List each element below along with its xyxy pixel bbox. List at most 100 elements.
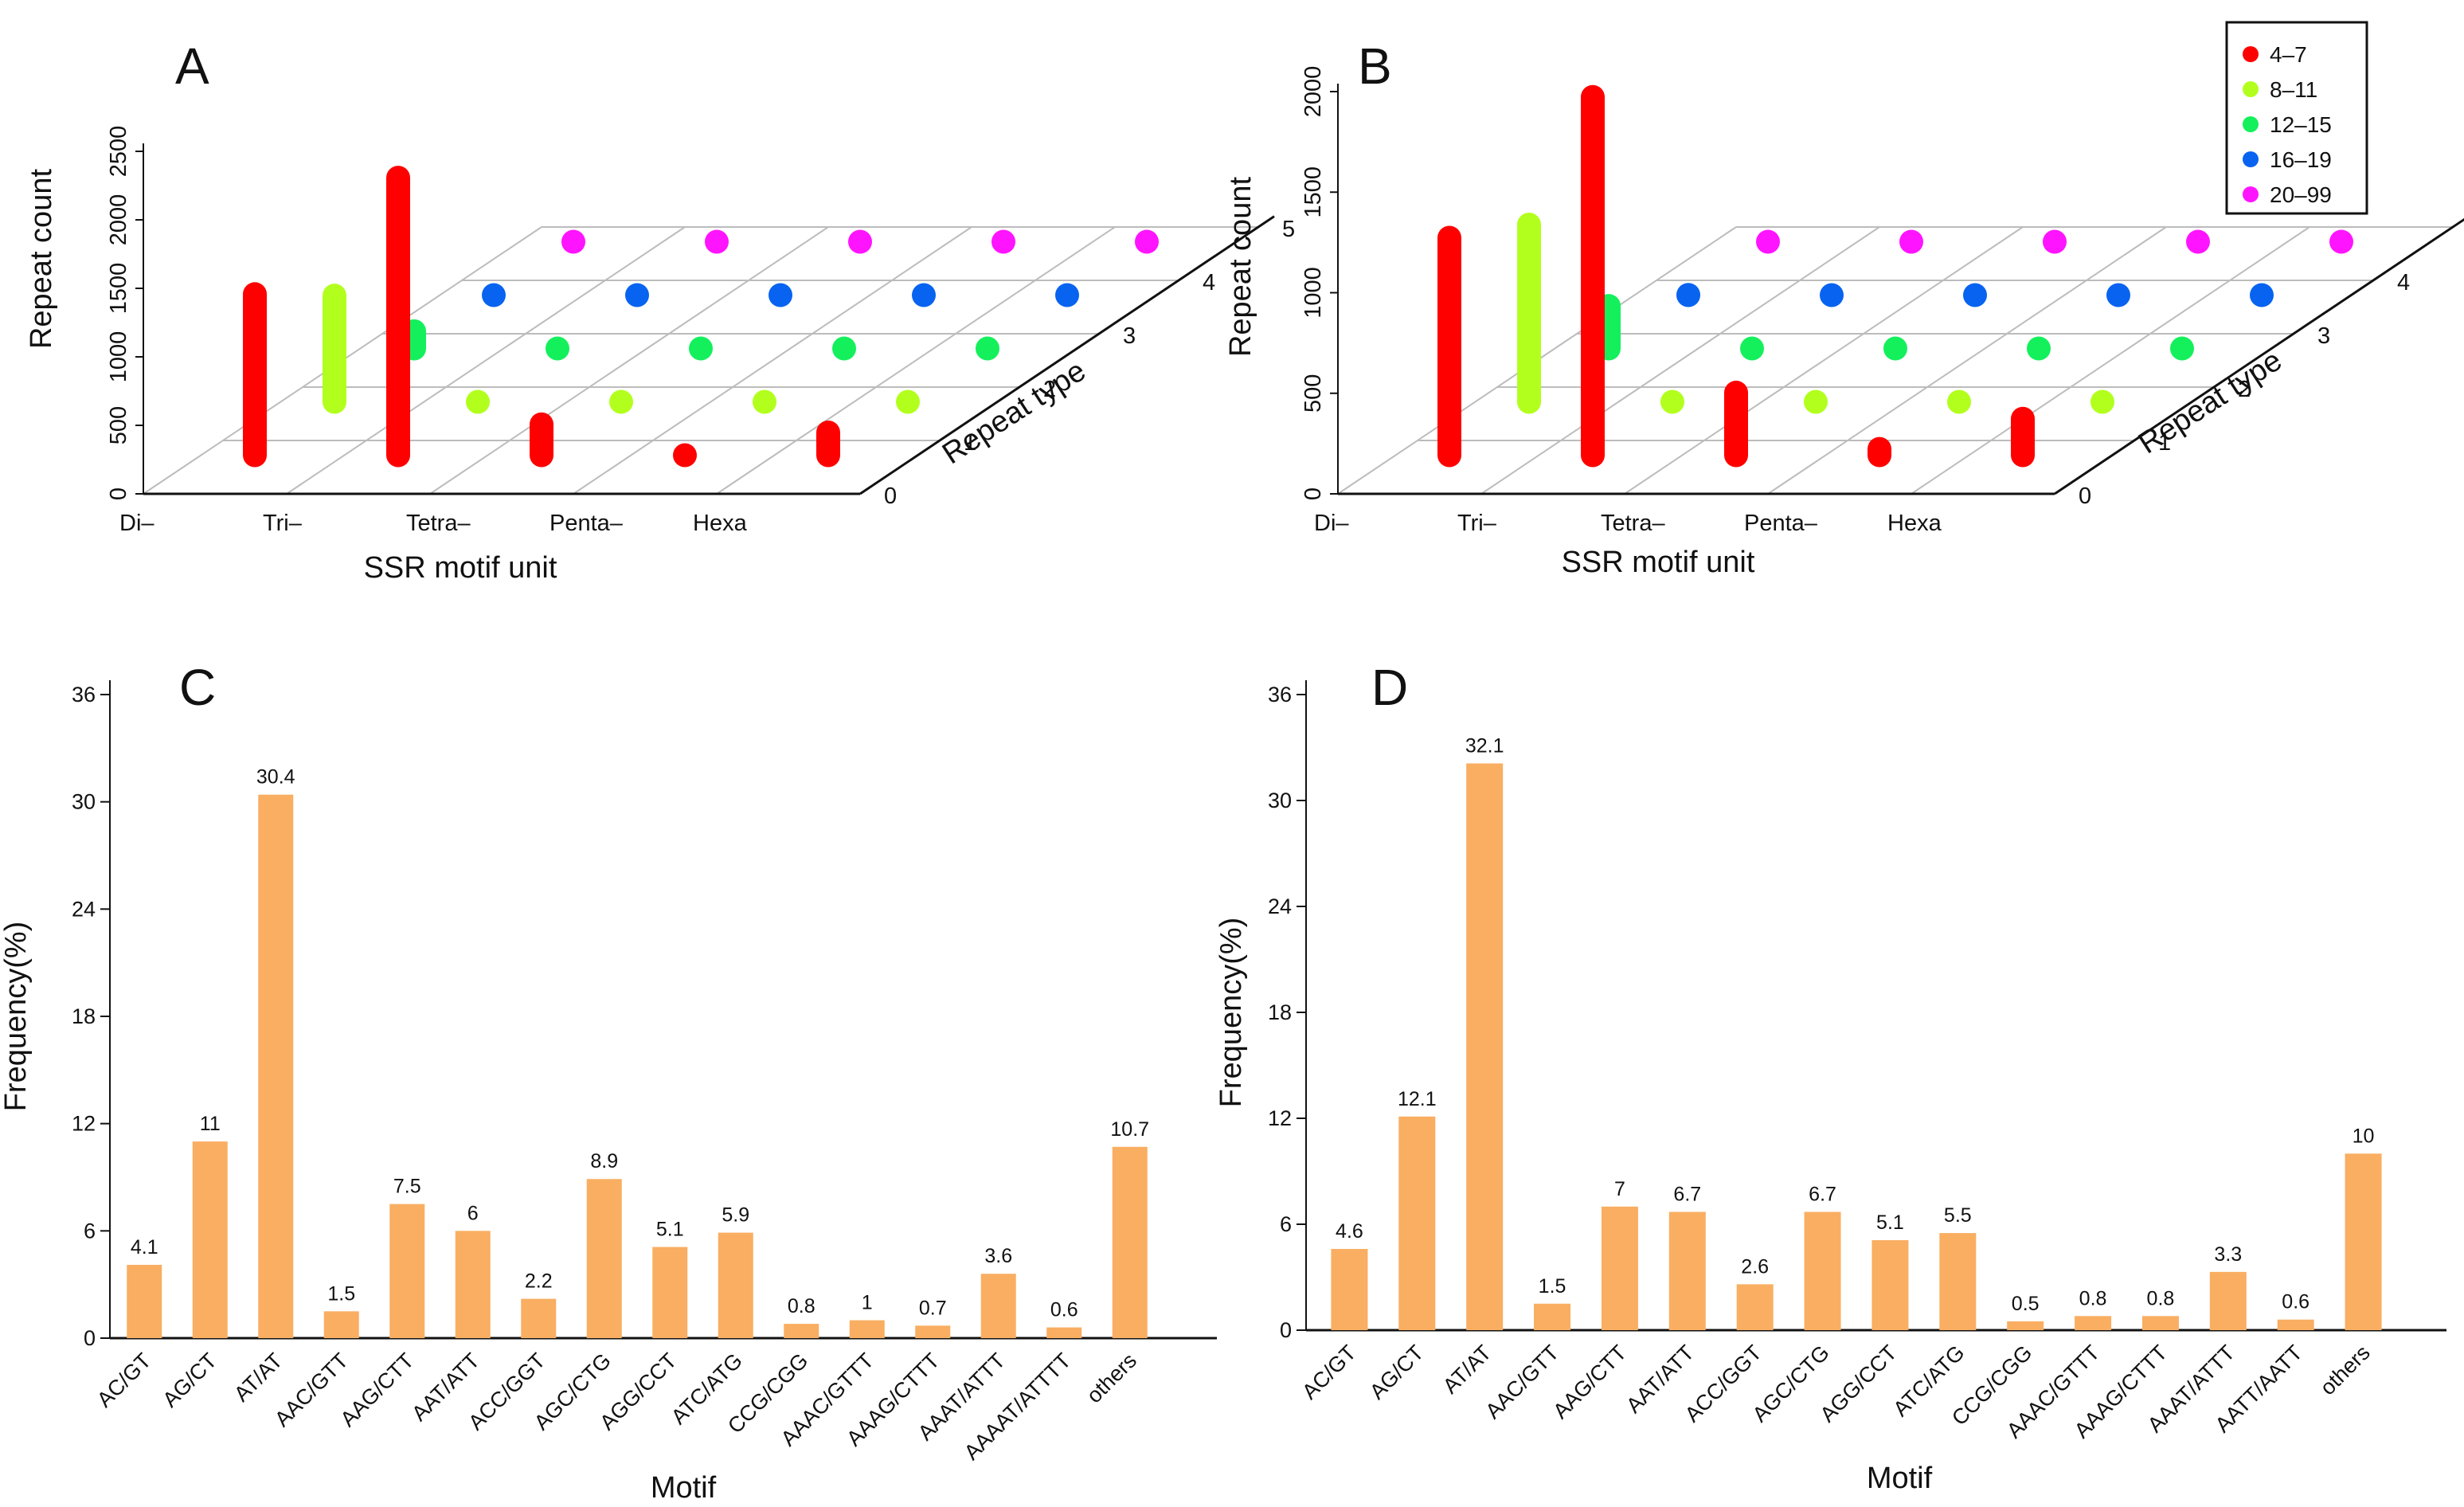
y-tick-label: 1500 bbox=[1300, 166, 1326, 218]
legend-label: 12–15 bbox=[2270, 112, 2332, 137]
bar bbox=[2277, 1319, 2314, 1330]
value-label: 0.6 bbox=[1050, 1299, 1078, 1321]
panel-c-bar-chart: C 0 6 12 18 24 30 36 4.1 AC/GT 11 AG/CT 30.4 AT/AT 1.5… bbox=[0, 659, 1217, 1505]
repeat-count-marker bbox=[976, 336, 999, 361]
bar bbox=[1331, 1249, 1368, 1330]
y-tick-label: 1000 bbox=[106, 331, 131, 383]
y-tick-label: 12 bbox=[1268, 1106, 1292, 1130]
repeat-count-marker bbox=[2329, 229, 2353, 254]
repeat-count-marker bbox=[1883, 336, 1907, 361]
x-axis-title: Motif bbox=[1867, 1462, 1933, 1495]
floor-grid-line bbox=[1911, 226, 2310, 495]
panel-d-bar-chart: D 0 6 12 18 24 30 36 4.6 AC/GT 12.1 AG/CT 32.1 AT/AT 1… bbox=[1214, 659, 2446, 1495]
bar bbox=[718, 1232, 753, 1338]
value-label: 30.4 bbox=[256, 766, 295, 789]
floor-grid-line bbox=[1624, 226, 2024, 495]
value-label: 1.5 bbox=[1539, 1275, 1566, 1298]
value-label: 4.1 bbox=[131, 1236, 158, 1258]
y-axis-title: Frequency(%) bbox=[0, 922, 33, 1112]
value-label: 0.8 bbox=[2147, 1287, 2175, 1309]
depth-axis-line bbox=[2054, 217, 2464, 495]
value-label: 6.7 bbox=[1673, 1183, 1701, 1205]
y-tick-label: 18 bbox=[1268, 1000, 1292, 1024]
y-tick-label: 12 bbox=[72, 1112, 96, 1136]
repeat-count-marker bbox=[561, 229, 585, 254]
bar bbox=[389, 1204, 425, 1338]
repeat-count-marker bbox=[1963, 283, 1987, 307]
value-label: 10.7 bbox=[1110, 1118, 1149, 1141]
category-label: AC/GT bbox=[92, 1348, 156, 1412]
value-label: 6.7 bbox=[1809, 1183, 1836, 1205]
repeat-count-marker bbox=[2170, 336, 2194, 361]
repeat-count-marker bbox=[896, 389, 920, 414]
bar bbox=[1804, 1211, 1841, 1330]
floor-grid-line bbox=[716, 226, 1116, 495]
repeat-count-marker bbox=[546, 336, 569, 361]
value-label: 0.5 bbox=[2012, 1293, 2040, 1315]
bar bbox=[980, 1274, 1016, 1338]
bar bbox=[2007, 1321, 2044, 1330]
value-label: 7 bbox=[1614, 1178, 1625, 1200]
repeat-count-column bbox=[323, 284, 346, 414]
depth-tick-label: 2 bbox=[1043, 377, 1056, 402]
repeat-count-column bbox=[1517, 213, 1541, 414]
y-tick-label: 0 bbox=[106, 487, 131, 500]
value-label: 11 bbox=[200, 1113, 221, 1135]
repeat-count-marker bbox=[673, 443, 697, 468]
legend-swatch bbox=[2243, 46, 2259, 62]
bar bbox=[1601, 1206, 1638, 1330]
bar bbox=[1668, 1211, 1706, 1330]
bar bbox=[652, 1247, 688, 1338]
depth-axis-title: Repeat type bbox=[937, 354, 1092, 472]
repeat-count-marker bbox=[753, 389, 776, 414]
bar bbox=[521, 1298, 557, 1338]
repeat-count-marker bbox=[2027, 336, 2051, 361]
y-tick-label: 18 bbox=[72, 1004, 96, 1028]
x-category-label: Tri– bbox=[1457, 511, 1497, 536]
y-tick-label: 36 bbox=[1268, 683, 1292, 707]
category-label: AC/GT bbox=[1297, 1341, 1361, 1404]
bar bbox=[127, 1264, 162, 1338]
repeat-count-column bbox=[1868, 436, 1891, 468]
floor-grid-line bbox=[429, 226, 829, 495]
y-tick-label: 0 bbox=[1280, 1318, 1292, 1342]
y-tick-label: 500 bbox=[1300, 374, 1326, 413]
y-axis-title: Repeat count bbox=[25, 169, 58, 349]
repeat-count-column bbox=[2011, 406, 2035, 468]
panel-label: C bbox=[179, 659, 216, 716]
repeat-count-column bbox=[816, 421, 840, 468]
bar bbox=[2141, 1316, 2179, 1330]
x-category-label: Penta– bbox=[1744, 511, 1818, 536]
value-label: 1.5 bbox=[327, 1282, 355, 1305]
bar bbox=[1736, 1284, 1774, 1330]
depth-tick-label: 1 bbox=[2158, 430, 2171, 456]
depth-tick-label: 1 bbox=[964, 430, 976, 456]
repeat-count-marker bbox=[991, 229, 1015, 254]
bar bbox=[258, 794, 294, 1338]
repeat-count-marker bbox=[1820, 283, 1844, 307]
repeat-count-column bbox=[1581, 84, 1605, 468]
value-label: 2.2 bbox=[525, 1270, 553, 1293]
repeat-count-marker bbox=[625, 283, 649, 307]
x-category-label: Hexa bbox=[1887, 511, 1942, 536]
category-label: others bbox=[1082, 1348, 1141, 1407]
legend-swatch bbox=[2243, 81, 2259, 97]
x-category-label: Penta– bbox=[550, 511, 624, 536]
bar bbox=[849, 1320, 885, 1338]
bar bbox=[784, 1324, 819, 1338]
x-axis-title: SSR motif unit bbox=[364, 551, 557, 585]
y-tick-label: 24 bbox=[72, 897, 96, 921]
category-label: AAC/GTT bbox=[1480, 1341, 1563, 1423]
depth-tick-label: 3 bbox=[2317, 323, 2330, 349]
repeat-count-column bbox=[530, 412, 553, 468]
value-label: 0.6 bbox=[2282, 1291, 2310, 1313]
value-label: 5.9 bbox=[722, 1204, 749, 1227]
value-label: 2.6 bbox=[1741, 1255, 1769, 1278]
y-tick-label: 30 bbox=[72, 790, 96, 814]
x-category-label: Tetra– bbox=[406, 511, 471, 536]
legend-swatch bbox=[2243, 186, 2259, 202]
legend-label: 8–11 bbox=[2270, 77, 2317, 102]
value-label: 32.1 bbox=[1465, 734, 1504, 757]
depth-tick-label: 3 bbox=[1123, 323, 1136, 349]
